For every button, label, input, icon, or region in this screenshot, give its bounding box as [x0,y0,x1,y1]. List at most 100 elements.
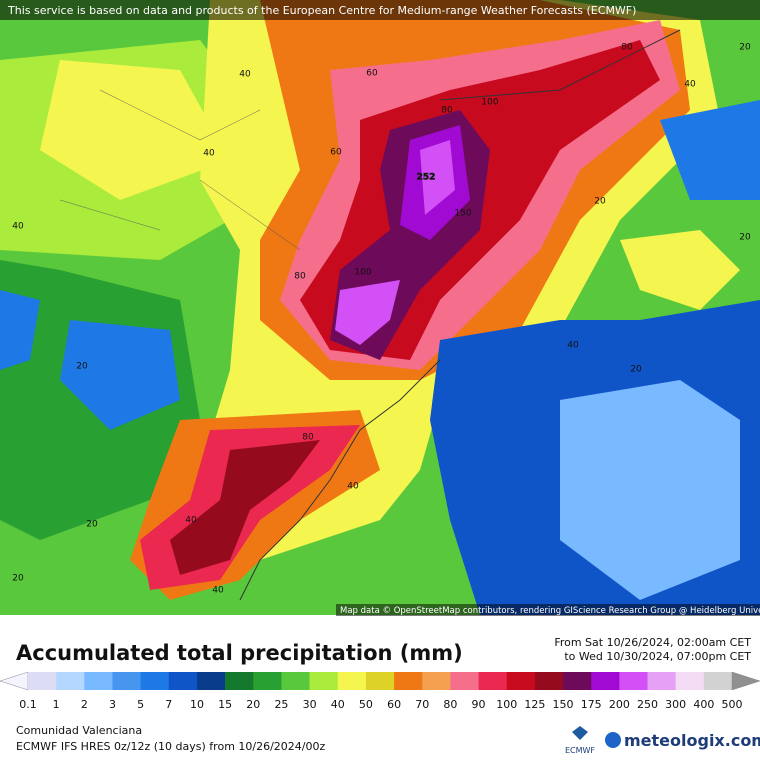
legend-label: 400 [693,698,714,711]
precip-area [40,60,230,200]
contour-label: 40 [12,222,24,232]
legend-label: 300 [665,698,686,711]
legend-swatch [394,672,423,690]
contour-label: 60 [330,148,342,158]
legend-label: 200 [609,698,630,711]
precip-area [170,440,320,575]
legend-label: 175 [581,698,602,711]
ecmwf-logo: ECMWF [565,746,595,755]
legend-label: 2 [81,698,88,711]
legend-swatch [422,672,451,690]
contour-label: 20 [630,365,642,375]
legend-swatch [534,672,564,690]
title: Accumulated total precipitation (mm) [16,641,463,665]
legend-label: 500 [722,698,743,711]
sea-precip [560,380,740,600]
notice: This service is based on data and produc… [7,4,636,17]
legend-label: 7 [165,698,172,711]
contour-label: 60 [366,69,378,79]
brand: meteologix.com [624,731,760,750]
legend-label: 60 [387,698,401,711]
legend-label: 20 [246,698,260,711]
contour-label: 40 [684,80,696,90]
legend-label: 25 [274,698,288,711]
legend-label: 40 [331,698,345,711]
brand-icon [605,732,621,748]
contour-label: 40 [203,149,215,159]
contour-label: 80 [621,43,633,53]
legend-swatch [28,672,57,690]
contour-label: 20 [739,233,751,243]
contour-label: 80 [441,106,453,116]
legend-swatch [112,672,141,690]
attribution: Map data © OpenStreetMap contributors, r… [340,606,760,616]
legend-swatch [619,672,648,690]
legend-swatch [675,672,705,690]
legend-label: 250 [637,698,658,711]
legend: 0.1 1 2 3 5 7 10 15 20 25 30 40 50 60 70 80 90 100 125 150 1… [0,671,760,711]
model-info: ECMWF IFS HRES 0z/12z (10 days) from 10/… [16,740,326,753]
legend-swatch [450,672,479,690]
contour-label: 150 [454,209,471,219]
legend-swatch [281,672,310,690]
legend-label: 50 [359,698,373,711]
legend-swatch [647,672,676,690]
contour-label: 80 [294,272,306,282]
region: Comunidad Valenciana [16,724,142,737]
legend-swatch [337,672,367,690]
legend-label: 0.1 [19,698,37,711]
attribution-bar [336,604,760,616]
contour-label: 100 [481,98,498,108]
date-to: to Wed 10/30/2024, 07:00pm CET [564,650,751,663]
contour-label: 40 [567,341,579,351]
legend-label: 3 [109,698,116,711]
precip-area [420,140,455,215]
contour-label: 40 [347,482,359,492]
coastline [239,29,681,601]
contour-label: 40 [212,586,224,596]
legend-label: 80 [443,698,457,711]
legend-swatch [478,672,508,690]
legend-swatch [506,672,536,690]
legend-label: 125 [524,698,545,711]
legend-label: 70 [415,698,429,711]
precip-area [60,320,180,430]
legend-swatch [253,672,282,690]
legend-swatch [591,672,620,690]
contour-label: 40 [185,516,197,526]
legend-label: 150 [553,698,574,711]
legend-swatch [84,672,113,690]
legend-label: 10 [190,698,204,711]
border [59,89,301,251]
legend-label: 5 [137,698,144,711]
contour-label: 20 [739,43,751,53]
date-from: From Sat 10/26/2024, 02:00am CET [554,636,751,649]
contour-label: 20 [86,520,98,530]
legend-swatch [140,672,170,690]
map: 40 60 80 20 40 40 60 80 100 252 150 20 40 20 80 100 40 20… [0,0,760,616]
legend-swatch [196,672,226,690]
sea-precip [660,100,760,200]
precip-area [0,290,40,370]
contour-label: 252 [417,173,436,183]
contour-label: 20 [12,574,24,584]
legend-swatch [309,672,339,690]
legend-swatch [365,672,395,690]
contour-label: 20 [594,197,606,207]
legend-swatch [56,672,85,690]
contour-label: 80 [302,433,314,443]
legend-swatch [703,672,733,690]
legend-label: 90 [472,698,486,711]
legend-arrow [731,671,760,691]
island-precip [620,230,740,310]
legend-label: 100 [496,698,517,711]
legend-label: 1 [53,698,60,711]
legend-swatch [168,672,198,690]
contour-label: 100 [354,268,371,278]
legend-swatch [563,672,592,690]
precip-area [335,280,400,345]
contour-label: 40 [239,70,251,80]
contour-label: 20 [76,362,88,372]
